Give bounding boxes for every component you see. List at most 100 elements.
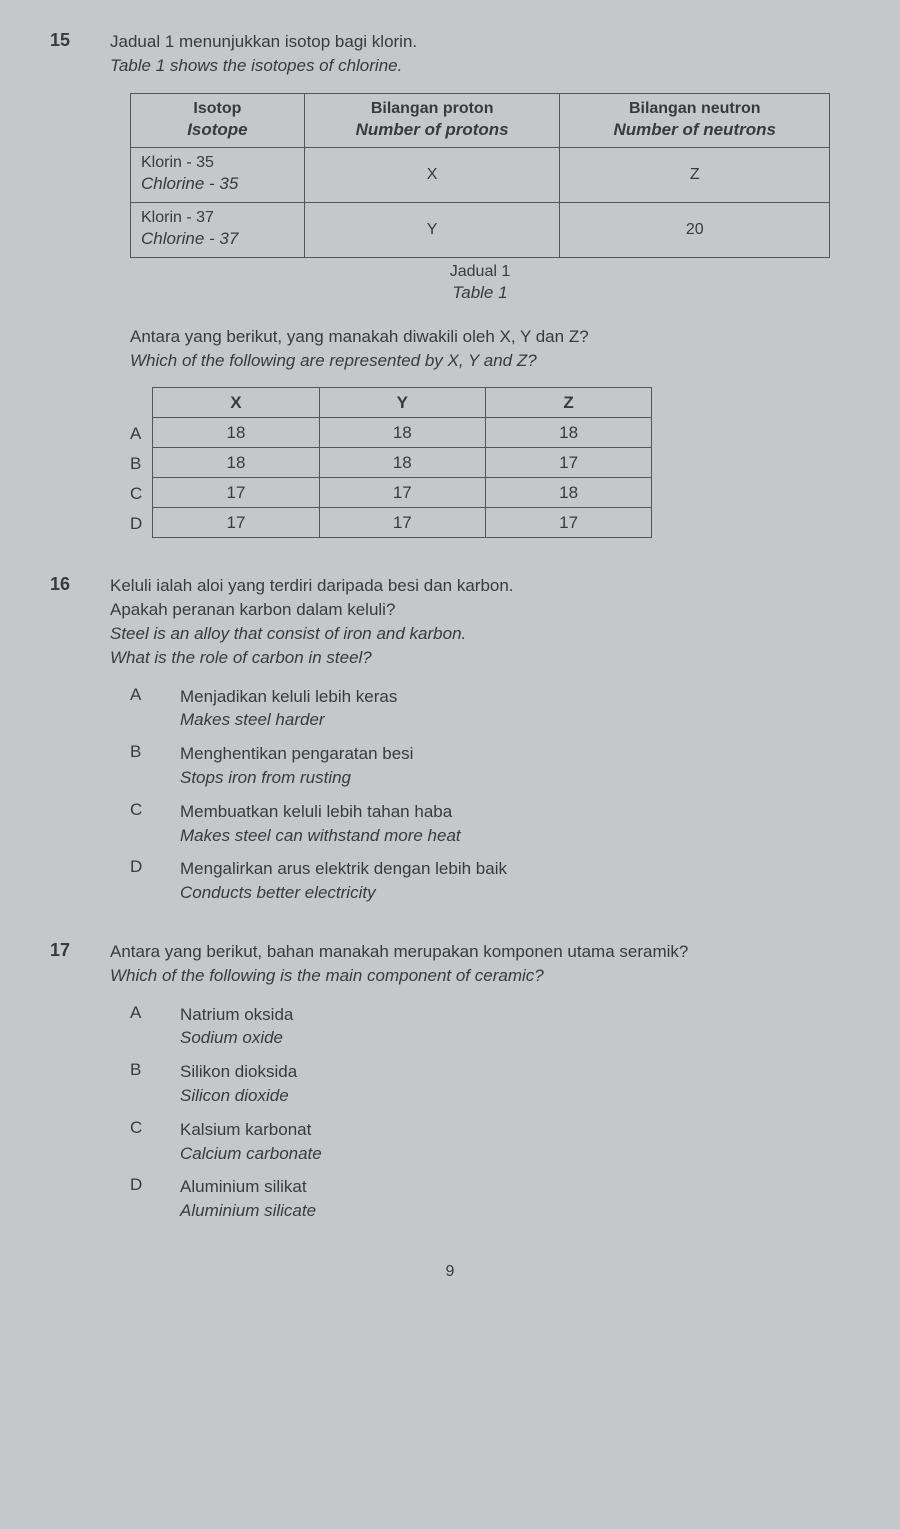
option-en: Silicon dioxide [180, 1084, 850, 1108]
table-cell: Y [304, 203, 560, 258]
table-header: Z [485, 388, 651, 418]
header-en: Number of neutrons [570, 118, 819, 142]
question-number: 17 [50, 940, 80, 988]
table-header: Bilangan neutron Number of neutrons [560, 93, 830, 148]
sub-question: Antara yang berikut, yang manakah diwaki… [130, 325, 850, 373]
question-text-en: What is the role of carbon in steel? [110, 646, 850, 670]
table-cell: 17 [153, 478, 319, 508]
table-cell: Z [560, 148, 830, 203]
option-content: Silikon dioksida Silicon dioxide [180, 1060, 850, 1108]
answer-label: C [130, 479, 142, 509]
question-15: 15 Jadual 1 menunjukkan isotop bagi klor… [50, 30, 850, 539]
table-cell: 18 [153, 448, 319, 478]
option-content: Kalsium karbonat Calcium carbonate [180, 1118, 850, 1166]
table-header: X [153, 388, 319, 418]
option-letter: B [130, 1060, 150, 1108]
table-cell: 17 [485, 448, 651, 478]
option-a: A Natrium oksida Sodium oxide [130, 1003, 850, 1051]
option-d: D Mengalirkan arus elektrik dengan lebih… [130, 857, 850, 905]
option-en: Sodium oxide [180, 1026, 850, 1050]
option-b: B Silikon dioksida Silicon dioxide [130, 1060, 850, 1108]
option-c: C Membuatkan keluli lebih tahan haba Mak… [130, 800, 850, 848]
option-my: Natrium oksida [180, 1003, 850, 1027]
option-content: Menjadikan keluli lebih keras Makes stee… [180, 685, 850, 733]
question-text-my: Antara yang berikut, bahan manakah merup… [110, 940, 850, 964]
table-cell: 17 [319, 508, 485, 538]
option-my: Aluminium silikat [180, 1175, 850, 1199]
option-letter: A [130, 1003, 150, 1051]
question-text: Keluli ialah aloi yang terdiri daripada … [110, 574, 850, 669]
table-cell: X [304, 148, 560, 203]
table-row: Klorin - 37 Chlorine - 37 Y 20 [131, 203, 830, 258]
table-header: Bilangan proton Number of protons [304, 93, 560, 148]
option-letter: C [130, 800, 150, 848]
option-letter: C [130, 1118, 150, 1166]
option-content: Aluminium silikat Aluminium silicate [180, 1175, 850, 1223]
table-cell: 17 [153, 508, 319, 538]
page-number: 9 [50, 1263, 850, 1281]
option-content: Natrium oksida Sodium oxide [180, 1003, 850, 1051]
option-en: Aluminium silicate [180, 1199, 850, 1223]
table-header: Y [319, 388, 485, 418]
caption-my: Jadual 1 [130, 263, 830, 281]
cell-my: Klorin - 35 [141, 154, 294, 172]
option-letter: D [130, 1175, 150, 1223]
answer-table: X Y Z 18 18 18 18 18 17 17 17 18 17 17 [152, 387, 652, 538]
subq-my: Antara yang berikut, yang manakah diwaki… [130, 325, 850, 349]
table-cell: 18 [485, 478, 651, 508]
option-my: Membuatkan keluli lebih tahan haba [180, 800, 850, 824]
table-row: Klorin - 35 Chlorine - 35 X Z [131, 148, 830, 203]
table-row: 17 17 17 [153, 508, 652, 538]
table-cell: Klorin - 37 Chlorine - 37 [131, 203, 305, 258]
question-header: 16 Keluli ialah aloi yang terdiri daripa… [50, 574, 850, 669]
cell-en: Chlorine - 37 [141, 227, 294, 251]
option-en: Makes steel can withstand more heat [180, 824, 850, 848]
option-en: Calcium carbonate [180, 1142, 850, 1166]
answer-label: B [130, 449, 142, 479]
table-cell: 18 [485, 418, 651, 448]
question-text: Antara yang berikut, bahan manakah merup… [110, 940, 850, 988]
question-text-en: Steel is an alloy that consist of iron a… [110, 622, 850, 646]
option-my: Kalsium karbonat [180, 1118, 850, 1142]
option-a: A Menjadikan keluli lebih keras Makes st… [130, 685, 850, 733]
header-en: Number of protons [315, 118, 550, 142]
table-cell: Klorin - 35 Chlorine - 35 [131, 148, 305, 203]
option-my: Menjadikan keluli lebih keras [180, 685, 850, 709]
table-cell: 18 [319, 418, 485, 448]
option-letter: A [130, 685, 150, 733]
question-text-my: Keluli ialah aloi yang terdiri daripada … [110, 574, 850, 598]
question-text-my: Apakah peranan karbon dalam keluli? [110, 598, 850, 622]
option-my: Mengalirkan arus elektrik dengan lebih b… [180, 857, 850, 881]
question-text-my: Jadual 1 menunjukkan isotop bagi klorin. [110, 30, 850, 54]
option-content: Mengalirkan arus elektrik dengan lebih b… [180, 857, 850, 905]
answer-table-container: A B C D X Y Z 18 18 18 18 18 17 17 [130, 387, 850, 539]
option-en: Conducts better electricity [180, 881, 850, 905]
caption-en: Table 1 [130, 281, 830, 305]
header-my: Bilangan proton [315, 100, 550, 118]
option-letter: D [130, 857, 150, 905]
header-my: Bilangan neutron [570, 100, 819, 118]
isotope-table: Isotop Isotope Bilangan proton Number of… [130, 93, 830, 258]
question-header: 15 Jadual 1 menunjukkan isotop bagi klor… [50, 30, 850, 78]
option-content: Membuatkan keluli lebih tahan haba Makes… [180, 800, 850, 848]
option-my: Silikon dioksida [180, 1060, 850, 1084]
header-en: Isotope [141, 118, 294, 142]
cell-en: Chlorine - 35 [141, 172, 294, 196]
options-list: A Menjadikan keluli lebih keras Makes st… [130, 685, 850, 905]
table-cell: 20 [560, 203, 830, 258]
answer-label: D [130, 509, 142, 539]
table-row: 18 18 17 [153, 448, 652, 478]
subq-en: Which of the following are represented b… [130, 349, 850, 373]
table-header: Isotop Isotope [131, 93, 305, 148]
table-caption: Jadual 1 Table 1 [130, 263, 830, 305]
question-number: 16 [50, 574, 80, 669]
answer-label: A [130, 419, 142, 449]
question-text: Jadual 1 menunjukkan isotop bagi klorin.… [110, 30, 850, 78]
question-number: 15 [50, 30, 80, 78]
option-my: Menghentikan pengaratan besi [180, 742, 850, 766]
question-text-en: Which of the following is the main compo… [110, 964, 850, 988]
question-16: 16 Keluli ialah aloi yang terdiri daripa… [50, 574, 850, 905]
header-my: Isotop [141, 100, 294, 118]
option-b: B Menghentikan pengaratan besi Stops iro… [130, 742, 850, 790]
question-17: 17 Antara yang berikut, bahan manakah me… [50, 940, 850, 1223]
